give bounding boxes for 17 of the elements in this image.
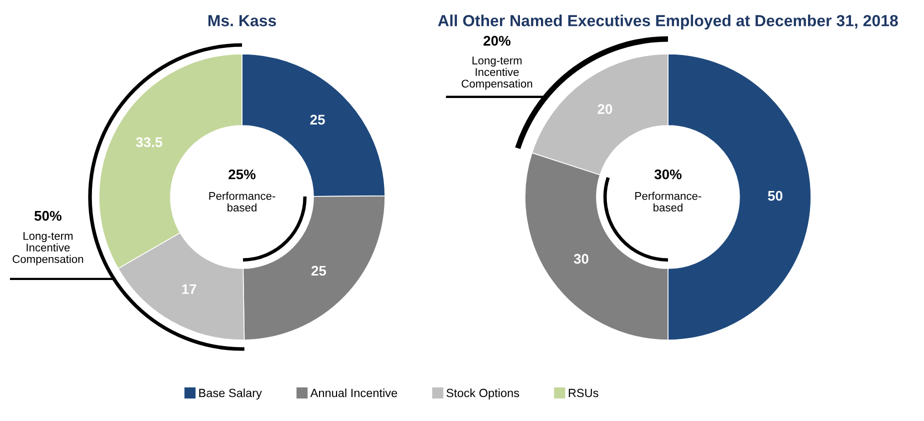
data-label: 25 <box>310 114 325 125</box>
legend-label: Base Salary <box>199 388 262 400</box>
legend-label: Annual Incentive <box>310 388 398 398</box>
text: 25% Performance- based <box>209 169 276 212</box>
data-label: 25 <box>311 266 326 276</box>
data-label: 17 <box>182 284 196 294</box>
chart-title: All Other Named Executives Employed at December 31, 2018 <box>438 14 898 30</box>
data-label: 20 <box>598 104 612 114</box>
legend-label: RSUs <box>568 388 598 398</box>
legend-label: Stock Options <box>446 388 520 400</box>
chart-title: Ms. Kass <box>208 15 276 26</box>
text: 30% Performance- based <box>635 169 702 212</box>
data-label: 30 <box>574 254 588 264</box>
data-label: 33.5 <box>136 137 162 148</box>
text: 20% Long-term Incentive Compensation <box>462 36 532 90</box>
text: 50% Long-term Incentive Compensation <box>12 210 84 266</box>
data-label: 50 <box>768 190 782 201</box>
